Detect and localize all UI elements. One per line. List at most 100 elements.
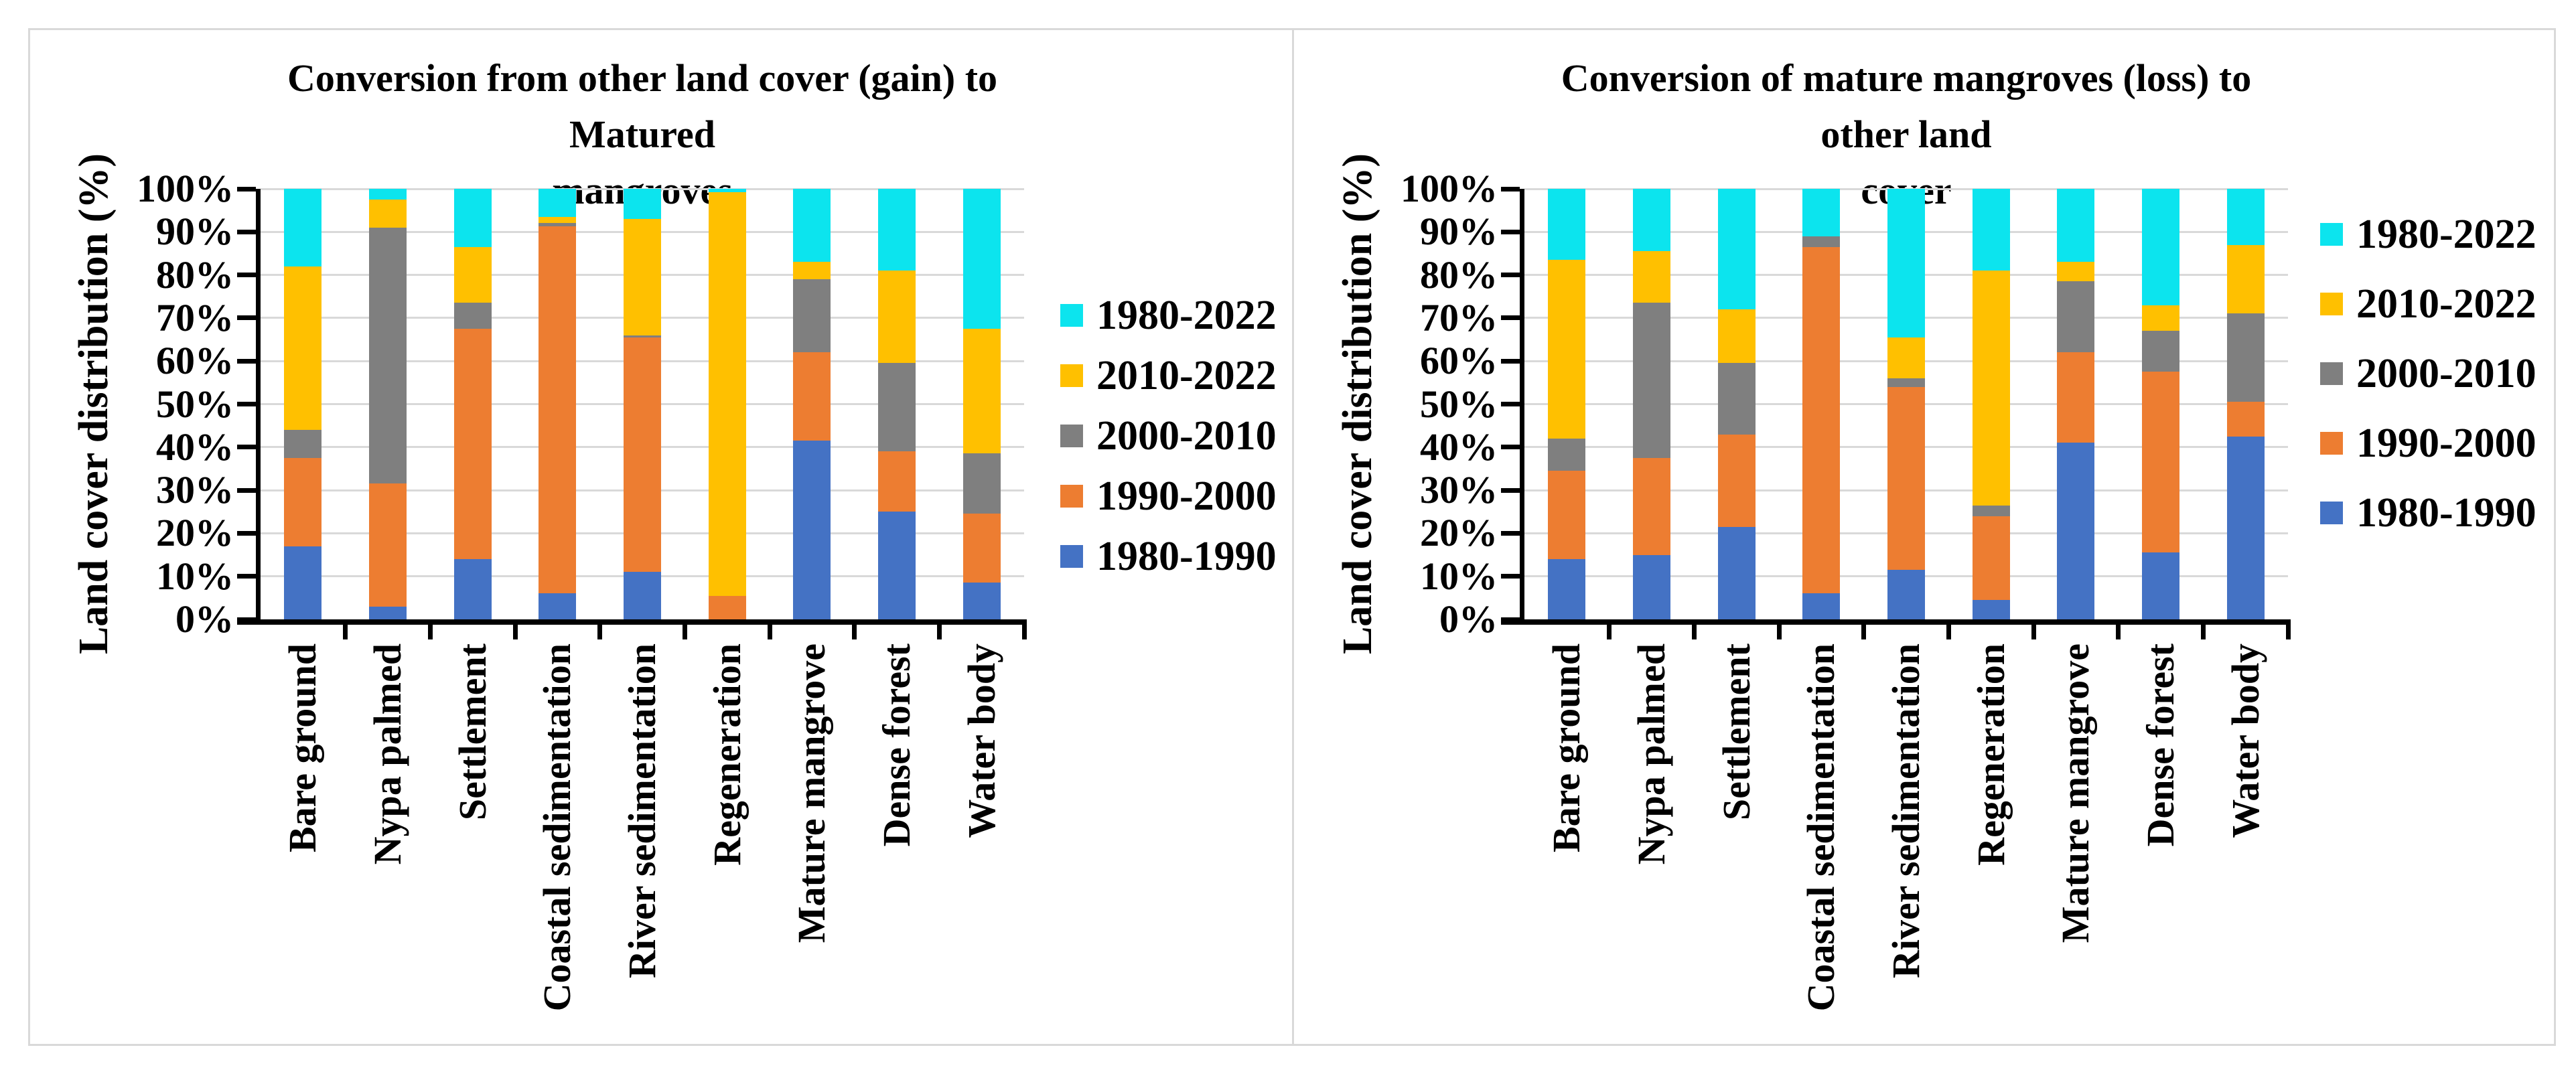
y-axis-tick (237, 315, 256, 321)
category-label-Mature mangrove: Mature mangrove (790, 643, 834, 943)
y-axis-tick-label: 10% (1420, 554, 1498, 598)
y-axis-tick-label: 80% (1420, 252, 1498, 297)
bar-segment-1990-2000-Settlement (453, 328, 492, 559)
bar-segment-1980-1990-Water body (962, 583, 1001, 619)
y-axis-tick (237, 358, 256, 364)
x-axis-tick (1776, 619, 1782, 639)
bar-segment-1980-1990-Mature mangrove (793, 441, 831, 619)
bar-segment-1980-1990-Coastal sedimentation (539, 593, 577, 619)
bar-segment-2000-2010-Nypa palmed (369, 227, 407, 484)
chart-title-line: Conversion of mature mangroves (loss) to… (1561, 56, 2252, 156)
legend-item-2010-2022: 2010-2022 (1060, 352, 1277, 400)
bar-segment-2010-2022-Nypa palmed (369, 200, 407, 228)
bar-segment-1980-2022-Settlement (453, 189, 492, 247)
legend-label-1980-2022: 1980-2022 (1096, 293, 1277, 338)
bar-segment-1980-2022-Dense forest (2142, 189, 2179, 305)
bar-segment-1980-1990-Regeneration (1972, 600, 2010, 619)
bar-segment-2000-2010-River sedimentation (624, 335, 661, 337)
bar-segment-1980-1990-Settlement (453, 558, 492, 619)
x-axis-tick (343, 619, 348, 639)
chart-panel-gain: Conversion from other land cover (gain) … (30, 30, 1292, 1044)
category-label-Bare ground: Bare ground (281, 643, 325, 853)
bar-segment-1980-1990-Dense forest (2142, 552, 2179, 619)
bar-segment-1980-2022-Nypa palmed (369, 189, 407, 200)
bar-segment-1980-2022-Nypa palmed (1633, 189, 1670, 252)
category-label-Regeneration: Regeneration (705, 643, 749, 866)
x-axis-tick (1021, 619, 1027, 639)
y-axis-tick (237, 273, 256, 278)
bar-segment-1990-2000-Coastal sedimentation (539, 226, 577, 594)
legend-label-2000-2010: 2000-2010 (1096, 413, 1277, 459)
bar-segment-2010-2022-Mature mangrove (793, 262, 831, 280)
legend-swatch-2010-2022 (2320, 293, 2343, 315)
bar-segment-1980-2022-Bare ground (1548, 189, 1586, 260)
bar-segment-2000-2010-Mature mangrove (793, 279, 831, 353)
bar-segment-2000-2010-Water body (2226, 313, 2265, 402)
bar-segment-2010-2022-Water body (962, 328, 1001, 454)
legend-item-2000-2010: 2000-2010 (2320, 350, 2536, 398)
bar-segment-2000-2010-Settlement (1717, 363, 1756, 435)
category-label-Settlement: Settlement (450, 643, 494, 821)
legend-swatch-1990-2000 (1060, 485, 1083, 508)
bar-segment-2000-2010-River sedimentation (1887, 378, 1925, 387)
y-axis-tick-label: 100% (1401, 167, 1498, 210)
bar-segment-1980-2022-Regeneration (1972, 189, 2010, 271)
y-axis-tick-label: 0% (175, 597, 234, 641)
legend-item-1980-1990: 1980-1990 (1060, 532, 1277, 581)
bar-segment-2010-2022-Bare ground (1548, 260, 1586, 439)
bar-segment-1980-2022-Water body (2226, 189, 2265, 245)
y-axis-tick-label: 70% (1420, 295, 1498, 339)
y-axis-tick-label: 100% (137, 167, 234, 210)
y-axis-tick (1501, 229, 1520, 234)
x-axis-tick (1607, 619, 1612, 639)
x-axis-tick (2116, 619, 2121, 639)
y-axis-tick-label: 50% (1420, 382, 1498, 426)
bar-segment-2000-2010-Coastal sedimentation (1802, 236, 1841, 247)
x-axis-tick (852, 619, 857, 639)
y-axis-tick-label: 30% (156, 468, 234, 512)
legend-swatch-1980-2022 (1060, 304, 1083, 327)
bar-segment-1980-2022-Coastal sedimentation (1802, 189, 1841, 236)
legend-label-1980-1990: 1980-1990 (1096, 534, 1277, 579)
legend-swatch-2010-2022 (1060, 364, 1083, 387)
x-axis-tick (597, 619, 603, 639)
plot-area-loss: 0% 10% 20% 30% 40% 50% 60% 70% 80% 90% 100% Bare gr… (1294, 30, 2554, 1044)
bar-segment-1980-1990-Nypa palmed (369, 606, 407, 619)
legend-item-1980-2022: 1980-2022 (2320, 210, 2536, 258)
y-axis-tick (237, 402, 256, 406)
bar-segment-2010-2022-Regeneration (1972, 271, 2010, 506)
y-axis-tick (1501, 445, 1520, 450)
category-label-Nypa palmed: Nypa palmed (1630, 643, 1673, 865)
x-axis-tick (1691, 619, 1697, 639)
legend-label-1980-2022: 1980-2022 (2356, 212, 2536, 257)
bar-segment-1980-2022-River sedimentation (1887, 189, 1925, 337)
plot-area-gain: 0% 10% 20% 30% 40% 50% 60% 70% 80% 90% 100% Bare gr… (30, 30, 1292, 1044)
y-axis-tick (1501, 487, 1520, 493)
bar-segment-2000-2010-Coastal sedimentation (539, 223, 577, 226)
category-label-Water body: Water body (2223, 643, 2267, 838)
bar-segment-2000-2010-Nypa palmed (1633, 303, 1670, 458)
y-axis-tick (237, 186, 256, 192)
bar-segment-2010-2022-Settlement (453, 246, 492, 303)
category-label-Dense forest: Dense forest (2139, 643, 2182, 847)
category-label-Bare ground: Bare ground (1545, 643, 1589, 853)
x-axis-tick (2031, 619, 2036, 639)
y-axis-tick (1501, 402, 1520, 406)
bar-segment-1990-2000-Nypa palmed (369, 483, 407, 607)
legend-label-1990-2000: 1990-2000 (1096, 473, 1277, 519)
y-axis-tick-label: 50% (156, 382, 234, 426)
bar-segment-2000-2010-Bare ground (284, 430, 322, 458)
chart-panel-loss: Conversion of mature mangroves (loss) to… (1292, 30, 2554, 1044)
x-axis-tick (936, 619, 942, 639)
bar-segment-2010-2022-River sedimentation (624, 219, 661, 335)
legend-label-2010-2022: 2010-2022 (2356, 281, 2536, 327)
y-axis-tick-label: 0% (1439, 597, 1498, 641)
y-axis-tick (237, 229, 256, 234)
x-axis-tick (427, 619, 433, 639)
bar-segment-2000-2010-Dense forest (878, 363, 916, 452)
bar-segment-2010-2022-Regeneration (708, 192, 746, 596)
legend-swatch-1980-1990 (1060, 545, 1083, 568)
bar-segment-1980-1990-Settlement (1717, 526, 1756, 619)
category-label-Coastal sedimentation: Coastal sedimentation (535, 643, 579, 1012)
legend-item-1980-1990: 1980-1990 (2320, 489, 2536, 537)
